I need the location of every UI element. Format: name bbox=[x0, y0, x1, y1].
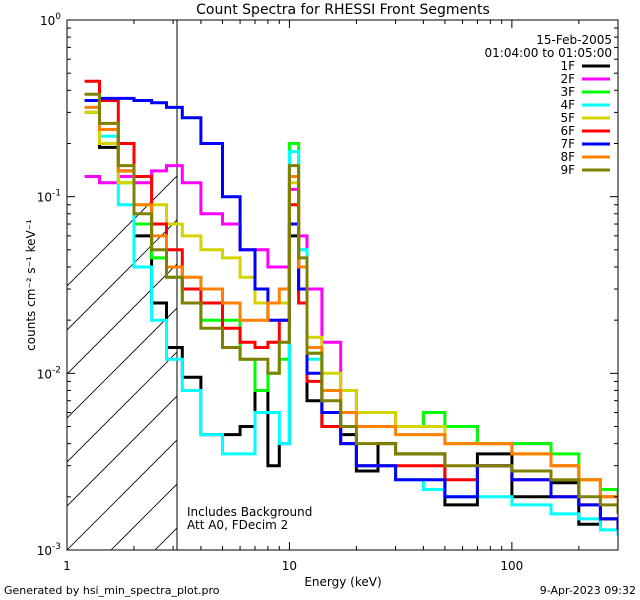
footer-timestamp: 9-Apr-2023 09:32 bbox=[540, 584, 636, 597]
x-tick-label: 100 bbox=[500, 559, 523, 573]
legend-label-7F: 7F bbox=[560, 137, 575, 151]
hatch-line bbox=[67, 395, 177, 507]
legend-label-9F: 9F bbox=[560, 163, 575, 177]
series-line-7F bbox=[84, 96, 618, 530]
legend-time-range: 01:04:00 to 01:05:00 bbox=[485, 46, 612, 60]
y-tick-label: 10-1 bbox=[37, 189, 61, 205]
hatch-line bbox=[243, 20, 640, 550]
x-tick-labels: 1 10 100 bbox=[63, 559, 523, 573]
legend-date: 15-Feb-2005 bbox=[536, 33, 612, 47]
y-tick-label: 10-2 bbox=[37, 365, 61, 381]
series-line-1F bbox=[84, 110, 618, 526]
annotation-background: Includes Background bbox=[187, 505, 312, 519]
y-tick-label-base: 10 bbox=[40, 14, 55, 28]
hatch-line bbox=[67, 263, 177, 375]
x-tick-label: 10 bbox=[282, 559, 297, 573]
y-tick-label-base: 10 bbox=[37, 544, 52, 558]
axis-ticks bbox=[66, 19, 619, 551]
hatch-line bbox=[67, 175, 177, 287]
annotation-attenuator: Att A0, FDecim 2 bbox=[187, 518, 288, 532]
hatch-line bbox=[287, 20, 640, 550]
legend-label-5F: 5F bbox=[560, 111, 575, 125]
legend-label-3F: 3F bbox=[560, 85, 575, 99]
y-tick-label-exponent: 0 bbox=[55, 12, 61, 22]
y-tick-label-base: 10 bbox=[37, 191, 52, 205]
plot-frame bbox=[66, 19, 619, 551]
y-tick-label: 10-3 bbox=[37, 542, 61, 558]
y-tick-label: 100 bbox=[40, 12, 61, 28]
hatch-line bbox=[67, 439, 177, 550]
legend-label-4F: 4F bbox=[560, 98, 575, 112]
hatch-line bbox=[67, 219, 177, 331]
chart-title: Count Spectra for RHESSI Front Segments bbox=[196, 2, 490, 18]
legend-label-1F: 1F bbox=[560, 59, 575, 73]
y-axis-label: counts cm⁻² s⁻¹ keV⁻¹ bbox=[24, 219, 38, 351]
legend-label-2F: 2F bbox=[560, 72, 575, 86]
series-line-9F bbox=[84, 92, 618, 514]
legend-label-6F: 6F bbox=[560, 124, 575, 138]
legend-label-8F: 8F bbox=[560, 150, 575, 164]
y-tick-label-base: 10 bbox=[37, 367, 52, 381]
y-tick-label-exponent: -3 bbox=[52, 542, 61, 552]
hatch-line bbox=[375, 20, 640, 550]
footer-generated-by: Generated by hsi_min_spectra_plot.pro bbox=[4, 584, 220, 597]
y-tick-label-exponent: -1 bbox=[52, 189, 61, 199]
series-line-8F bbox=[84, 105, 618, 505]
x-tick-label: 1 bbox=[63, 559, 71, 573]
x-axis-label: Energy (keV) bbox=[304, 575, 381, 589]
y-tick-label-exponent: -2 bbox=[52, 365, 61, 375]
series-layer bbox=[84, 79, 618, 536]
